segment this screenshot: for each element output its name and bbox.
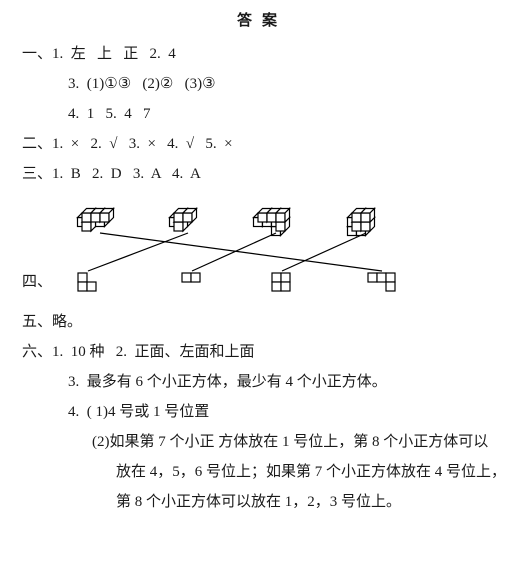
sec3-text: 1. B 2. D 3. A 4. A <box>52 166 201 182</box>
cube-matching-diagram <box>52 197 452 309</box>
sec6-line3: 4. ( 1)4 号或 1 号位置 <box>22 405 502 420</box>
sec2-label: 二、 <box>22 136 52 152</box>
sec1-line2: 3. (1)①③ (2)② (3)③ <box>22 77 502 92</box>
page-title: 答案 <box>22 14 502 29</box>
sec1-label: 一、 <box>22 46 52 62</box>
matching-figure: 四、 <box>22 197 502 309</box>
sec6-item1: 1. 10 种 2. 正面、左面和上面 <box>52 344 255 360</box>
sec1-line1: 一、1. 左 上 正 2. 4 <box>22 47 502 62</box>
sec2-text: 1. × 2. √ 3. × 4. √ 5. × <box>52 136 233 152</box>
sec6-line5: 放在 4，5，6 号位上；如果第 7 个小正方体放在 4 号位上， <box>22 465 502 480</box>
sec5-text: 略。 <box>52 314 82 330</box>
sec6-label: 六、 <box>22 344 52 360</box>
sec2-line: 二、1. × 2. √ 3. × 4. √ 5. × <box>22 137 502 152</box>
sec1-line3: 4. 1 5. 4 7 <box>22 107 502 122</box>
sec4-label: 四、 <box>22 275 52 290</box>
sec1-item1: 1. 左 上 正 2. 4 <box>52 46 176 62</box>
sec6-line1: 六、1. 10 种 2. 正面、左面和上面 <box>22 345 502 360</box>
sec6-line6: 第 8 个小正方体可以放在 1，2，3 号位上。 <box>22 495 502 510</box>
sec5-line: 五、略。 <box>22 315 502 330</box>
sec3-label: 三、 <box>22 166 52 182</box>
sec6-line4: (2)如果第 7 个小正 方体放在 1 号位上，第 8 个小正方体可以 <box>22 435 502 450</box>
sec5-label: 五、 <box>22 314 52 330</box>
sec6-line2: 3. 最多有 6 个小正方体，最少有 4 个小正方体。 <box>22 375 502 390</box>
sec3-line: 三、1. B 2. D 3. A 4. A <box>22 167 502 182</box>
